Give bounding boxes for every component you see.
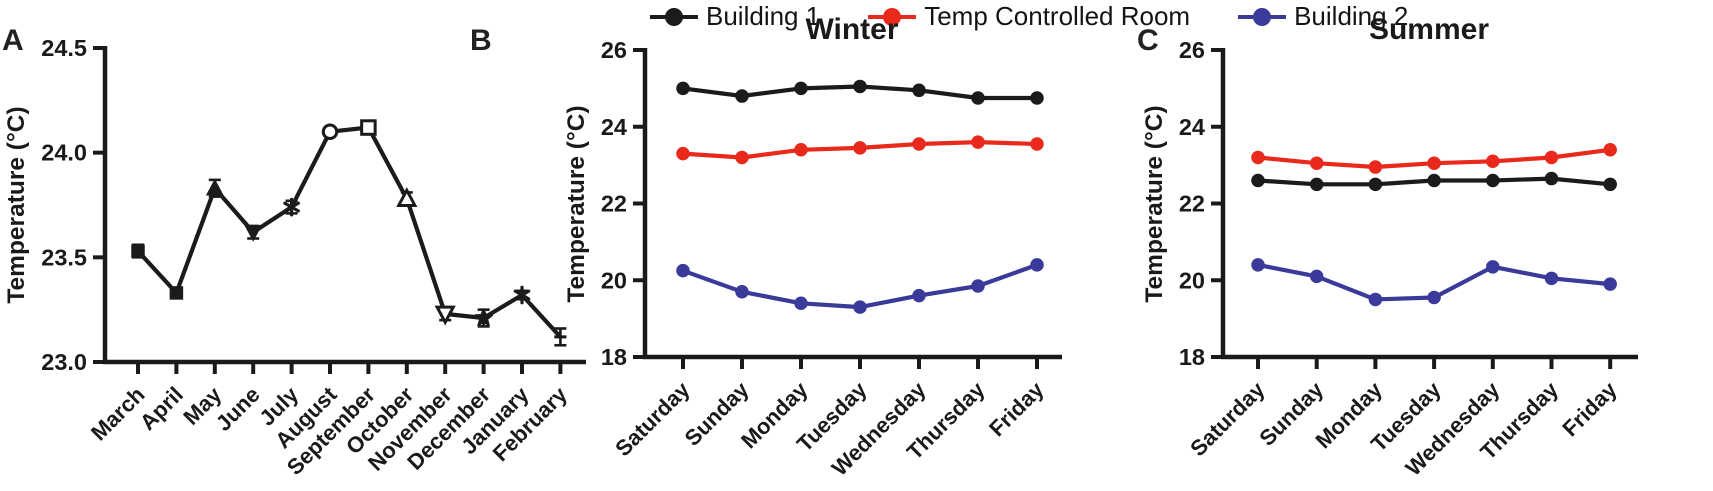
legend-line-dot-icon — [650, 7, 698, 26]
svg-text:Friday: Friday — [984, 376, 1049, 441]
panel-label-a: A — [2, 24, 24, 57]
svg-text:18: 18 — [1179, 344, 1205, 370]
svg-text:18: 18 — [601, 344, 627, 370]
svg-text:Temperature (°C): Temperature (°C) — [3, 106, 30, 303]
legend-item-building-2: Building 2 — [1238, 1, 1408, 32]
svg-text:20: 20 — [1179, 267, 1205, 293]
svg-text:26: 26 — [601, 37, 627, 63]
svg-text:Friday: Friday — [1557, 376, 1622, 441]
legend-label: Building 1 — [706, 1, 821, 31]
svg-text:23.5: 23.5 — [41, 244, 87, 270]
legend-line-dot-icon — [868, 7, 917, 26]
svg-text:24.5: 24.5 — [41, 35, 87, 61]
svg-text:24: 24 — [601, 114, 627, 140]
panel-label-b: B — [470, 24, 492, 57]
panel-c-plot: 1820222426SaturdaySundayMondayTuesdayWed… — [1141, 37, 1638, 481]
legend-line-dot-icon — [1238, 7, 1287, 26]
svg-text:Saturday: Saturday — [610, 376, 695, 461]
legend-item-building-1: Building 1 — [650, 1, 820, 32]
svg-text:June: June — [211, 382, 265, 436]
svg-text:April: April — [135, 382, 188, 435]
panel-label-c: C — [1137, 24, 1159, 57]
panel-a-plot: 23.023.524.024.5MarchAprilMayJuneJulyAug… — [3, 35, 586, 480]
svg-text:20: 20 — [601, 267, 627, 293]
svg-text:23.0: 23.0 — [41, 349, 87, 375]
panel-b-plot: 1820222426SaturdaySundayMondayTuesdayWed… — [563, 37, 1062, 481]
svg-text:Temperature (°C): Temperature (°C) — [563, 105, 590, 302]
svg-text:24.0: 24.0 — [41, 140, 87, 166]
svg-text:Saturday: Saturday — [1185, 376, 1270, 461]
panel-c-title: Summer — [1368, 13, 1490, 46]
svg-text:26: 26 — [1179, 37, 1205, 63]
svg-text:24: 24 — [1179, 114, 1205, 140]
svg-text:Temperature (°C): Temperature (°C) — [1141, 105, 1168, 302]
legend-item-temp-controlled-room: Temp Controlled Room — [868, 1, 1190, 32]
svg-text:22: 22 — [601, 191, 627, 217]
legend-label: Building 2 — [1294, 1, 1409, 31]
chart-legend: Building 1 Temp Controlled Room Building… — [650, 1, 1408, 32]
panel-b-title: Winter — [805, 13, 899, 46]
legend-label: Temp Controlled Room — [924, 1, 1191, 31]
svg-text:22: 22 — [1179, 191, 1205, 217]
